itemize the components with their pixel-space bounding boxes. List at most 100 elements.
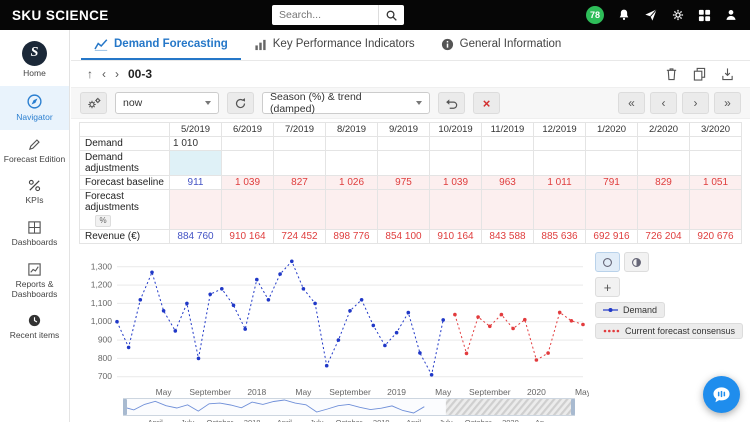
cell-demand[interactable] — [325, 136, 378, 151]
cell-demand_adjustments[interactable] — [169, 150, 222, 176]
percent-toggle[interactable]: % — [95, 215, 111, 228]
cell-demand[interactable] — [533, 136, 586, 151]
cell-forecast_adjustments[interactable] — [221, 188, 274, 231]
page-first-button[interactable]: « — [618, 92, 645, 114]
cell-forecast_adjustments[interactable] — [533, 188, 586, 231]
prev-item-icon[interactable]: ‹ — [102, 67, 106, 81]
cell-forecast_adjustments[interactable] — [169, 188, 222, 231]
cell-forecast_baseline[interactable]: 975 — [377, 175, 430, 190]
chart-mode-circle-button[interactable] — [595, 252, 620, 273]
cell-forecast_baseline[interactable]: 1 051 — [689, 175, 742, 190]
sidebar-item-reports-dashboards[interactable]: Reports & Dashboards — [0, 255, 69, 307]
cell-forecast_baseline[interactable]: 1 011 — [533, 175, 586, 190]
cell-forecast_adjustments[interactable] — [585, 188, 638, 231]
chart-mode-contrast-button[interactable] — [624, 252, 649, 273]
navigator-handle-right[interactable] — [571, 399, 575, 416]
page-prev-button[interactable]: ‹ — [650, 92, 677, 114]
clear-button[interactable]: × — [473, 92, 500, 114]
sidebar-item-navigator[interactable]: Navigator — [0, 85, 69, 130]
up-level-icon[interactable]: ↑ — [87, 67, 93, 81]
cell-forecast_baseline[interactable]: 1 026 — [325, 175, 378, 190]
refresh-button[interactable] — [227, 92, 254, 114]
cell-forecast_baseline[interactable]: 963 — [481, 175, 534, 190]
cell-demand_adjustments[interactable] — [377, 150, 430, 176]
cell-demand_adjustments[interactable] — [273, 150, 326, 176]
cell-demand[interactable] — [585, 136, 638, 151]
gear-icon[interactable] — [671, 8, 685, 22]
cell-revenue[interactable]: 884 760 — [169, 229, 222, 245]
cell-revenue[interactable]: 854 100 — [377, 229, 430, 245]
chart-navigator[interactable] — [123, 398, 575, 417]
cell-forecast_baseline[interactable]: 827 — [273, 175, 326, 190]
search-input[interactable] — [272, 5, 378, 25]
page-last-button[interactable]: » — [714, 92, 741, 114]
cell-revenue[interactable]: 692 916 — [585, 229, 638, 245]
copy-icon[interactable] — [693, 67, 706, 81]
tab-key-performance-indicators[interactable]: Key Performance Indicators — [241, 30, 428, 60]
forecast-model-select[interactable]: Season (%) & trend (damped) — [262, 91, 430, 115]
legend-forecast-consensus[interactable]: Current forecast consensus — [595, 323, 744, 340]
sidebar-item-forecast-edition[interactable]: Forecast Edition — [0, 130, 69, 172]
cell-demand_adjustments[interactable] — [221, 150, 274, 176]
legend-demand[interactable]: Demand — [595, 302, 666, 319]
cell-forecast_baseline[interactable]: 791 — [585, 175, 638, 190]
cell-revenue[interactable]: 920 676 — [689, 229, 742, 245]
time-horizon-select[interactable]: now — [115, 92, 219, 114]
cell-demand[interactable] — [429, 136, 482, 151]
tab-demand-forecasting[interactable]: Demand Forecasting — [81, 30, 241, 60]
notifications-count-badge[interactable]: 78 — [586, 6, 604, 24]
cell-demand_adjustments[interactable] — [585, 150, 638, 176]
cell-demand[interactable] — [481, 136, 534, 151]
cell-forecast_adjustments[interactable] — [481, 188, 534, 231]
cell-demand[interactable] — [689, 136, 742, 151]
cell-demand_adjustments[interactable] — [689, 150, 742, 176]
chat-launcher-button[interactable] — [703, 376, 740, 413]
undo-button[interactable] — [438, 92, 465, 114]
settings-gears-button[interactable] — [80, 92, 107, 114]
user-icon[interactable] — [724, 8, 738, 22]
cell-forecast_baseline[interactable]: 829 — [637, 175, 690, 190]
cell-demand_adjustments[interactable] — [637, 150, 690, 176]
cell-demand[interactable] — [273, 136, 326, 151]
cell-revenue[interactable]: 910 164 — [429, 229, 482, 245]
search-button[interactable] — [378, 5, 404, 25]
cell-demand_adjustments[interactable] — [481, 150, 534, 176]
sidebar-item-home[interactable]: S Home — [0, 34, 69, 86]
cell-revenue[interactable]: 843 588 — [481, 229, 534, 245]
sidebar-item-recent-items[interactable]: Recent items — [0, 306, 69, 348]
apps-grid-icon[interactable] — [698, 9, 711, 22]
cell-revenue[interactable]: 726 204 — [637, 229, 690, 245]
cell-forecast_adjustments[interactable] — [377, 188, 430, 231]
cell-revenue[interactable]: 724 452 — [273, 229, 326, 245]
page-next-button[interactable]: › — [682, 92, 709, 114]
cell-forecast_baseline[interactable]: 1 039 — [429, 175, 482, 190]
next-item-icon[interactable]: › — [115, 67, 119, 81]
cell-demand[interactable] — [637, 136, 690, 151]
cell-forecast_adjustments[interactable] — [325, 188, 378, 231]
tab-general-information[interactable]: General Information — [428, 30, 575, 60]
cell-demand[interactable] — [221, 136, 274, 151]
bell-icon[interactable] — [617, 8, 631, 22]
trash-icon[interactable] — [665, 67, 678, 81]
cell-demand_adjustments[interactable] — [429, 150, 482, 176]
navigator-handle-left[interactable] — [123, 399, 127, 416]
sidebar-item-kpis[interactable]: KPIs — [0, 171, 69, 213]
series-demand — [115, 259, 446, 377]
cell-revenue[interactable]: 885 636 — [533, 229, 586, 245]
cell-demand_adjustments[interactable] — [325, 150, 378, 176]
cell-forecast_adjustments[interactable] — [273, 188, 326, 231]
cell-forecast_adjustments[interactable] — [429, 188, 482, 231]
cell-forecast_adjustments[interactable] — [637, 188, 690, 231]
send-icon[interactable] — [644, 8, 658, 22]
cell-demand[interactable] — [377, 136, 430, 151]
sidebar-item-dashboards[interactable]: Dashboards — [0, 213, 69, 255]
cell-forecast_adjustments[interactable] — [689, 188, 742, 231]
chart-add-button[interactable]: + — [595, 277, 620, 298]
cell-demand_adjustments[interactable] — [533, 150, 586, 176]
cell-demand[interactable]: 1 010 — [169, 136, 222, 151]
export-icon[interactable] — [721, 67, 734, 81]
cell-forecast_baseline[interactable]: 1 039 — [221, 175, 274, 190]
cell-revenue[interactable]: 910 164 — [221, 229, 274, 245]
cell-forecast_baseline[interactable]: 911 — [169, 175, 222, 190]
cell-revenue[interactable]: 898 776 — [325, 229, 378, 245]
